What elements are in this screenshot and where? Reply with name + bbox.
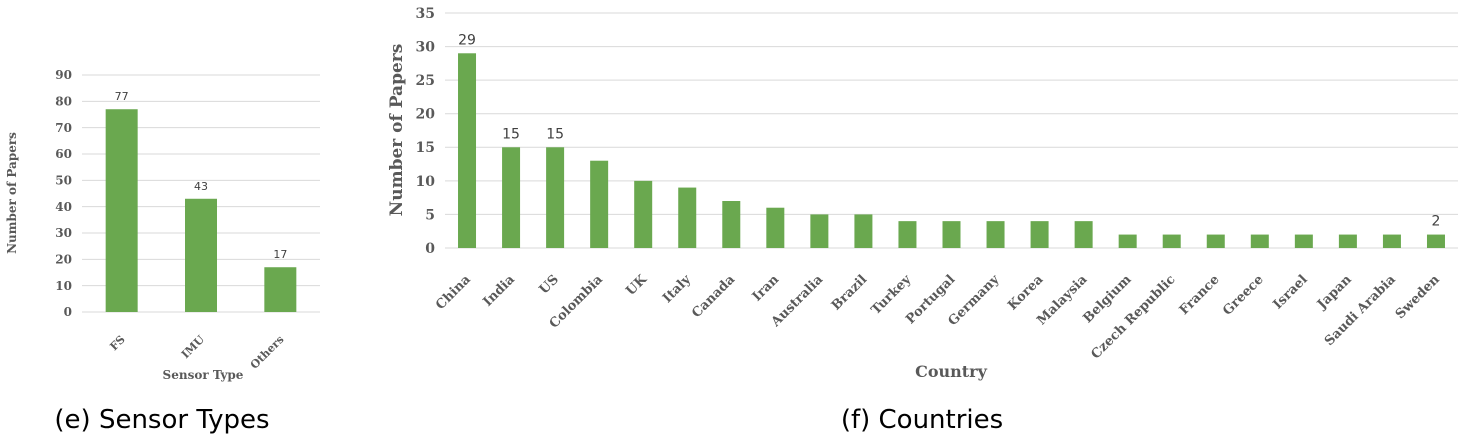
sensor-bar-fs <box>105 109 138 312</box>
country-x-tick-label-us: US <box>537 272 562 297</box>
country-bar-uk <box>634 180 653 248</box>
country-bar-germany <box>986 221 1005 248</box>
country-x-tick-label-china: China <box>433 272 474 313</box>
sensor-y-tick-label: 80 <box>55 95 72 109</box>
sensor-y-tick-label: 50 <box>55 174 72 188</box>
sensor-y-tick-label: 10 <box>55 279 72 293</box>
country-bar-us <box>546 147 565 248</box>
country-y-tick-label: 20 <box>416 107 436 123</box>
country-x-tick-label-sweden: Sweden <box>1393 272 1443 322</box>
country-caption: (f) Countries <box>841 405 1003 435</box>
country-x-tick-label-india: India <box>480 272 518 310</box>
country-bar-belgium <box>1118 234 1137 248</box>
country-y-tick-label: 25 <box>416 73 435 89</box>
sensor-x-tick-label-imu: IMU <box>179 333 208 362</box>
sensor-caption: (e) Sensor Types <box>54 405 269 435</box>
country-bar-malaysia <box>1074 221 1093 248</box>
country-y-tick-label: 0 <box>425 241 435 257</box>
country-x-axis-title: Country <box>915 362 987 381</box>
country-x-tick-label-greece: Greece <box>1220 272 1266 318</box>
country-x-tick-label-italy: Italy <box>660 272 694 306</box>
sensor-y-tick-label: 70 <box>55 121 72 135</box>
country-x-tick-label-japan: Japan <box>1314 272 1355 313</box>
country-x-tick-label-canada: Canada <box>689 272 738 321</box>
country-bar-italy <box>678 187 697 248</box>
country-bar-iran <box>766 207 785 248</box>
country-data-label-sweden: 2 <box>1432 214 1441 230</box>
country-bar-india <box>502 147 521 248</box>
country-bar-portugal <box>942 221 961 248</box>
sensor-bar-others <box>264 267 297 312</box>
country-data-label-china: 29 <box>458 32 476 48</box>
country-bar-canada <box>722 201 741 248</box>
country-y-tick-label: 35 <box>416 6 435 22</box>
country-bar-greece <box>1250 234 1269 248</box>
country-bar-china <box>458 53 477 249</box>
sensor-y-tick-label: 60 <box>55 147 72 161</box>
country-y-tick-label: 30 <box>416 39 436 55</box>
sensor-data-label-fs: 77 <box>115 90 129 103</box>
country-x-tick-label-korea: Korea <box>1005 272 1047 314</box>
country-y-axis-title: Number of Papers <box>387 44 407 217</box>
sensor-data-label-imu: 43 <box>194 180 208 193</box>
country-x-tick-label-czech-republic: Czech Republic <box>1088 272 1178 362</box>
sensor-y-tick-label: 30 <box>55 226 72 240</box>
country-bar-turkey <box>898 221 917 248</box>
sensor-data-label-others: 17 <box>273 248 287 261</box>
country-bar-japan <box>1338 234 1357 248</box>
country-y-tick-label: 10 <box>416 174 436 190</box>
country-x-tick-label-uk: UK <box>623 272 650 299</box>
country-bar-france <box>1206 234 1225 248</box>
country-data-label-india: 15 <box>502 126 520 142</box>
country-x-tick-label-france: France <box>1177 272 1223 318</box>
sensor-y-tick-label: 0 <box>64 305 72 319</box>
country-x-tick-label-israel: Israel <box>1270 272 1310 312</box>
sensor-y-tick-label: 90 <box>55 68 72 82</box>
country-chart: 0510152025303529China15India15USColombia… <box>387 6 1458 435</box>
country-bar-colombia <box>590 160 609 248</box>
country-bar-saudi-arabia <box>1382 234 1401 248</box>
sensor-x-tick-label-others: Others <box>248 333 287 372</box>
country-bar-czech-republic <box>1162 234 1181 248</box>
country-x-tick-label-brazil: Brazil <box>829 272 870 313</box>
country-bar-sweden <box>1426 234 1445 248</box>
sensor-x-axis-title: Sensor Type <box>163 368 244 382</box>
country-x-tick-label-iran: Iran <box>750 272 783 305</box>
sensor-y-tick-label: 20 <box>55 253 72 267</box>
country-y-tick-label: 15 <box>416 140 435 156</box>
sensor-y-axis-title: Number of Papers <box>5 132 19 254</box>
country-data-label-us: 15 <box>546 126 564 142</box>
sensor-chart: 0 10 20 30 40 50 60 70 80 90 77 FS 43 IMU 17 Others Numb… <box>5 68 320 435</box>
sensor-x-tick-label-fs: FS <box>107 333 127 353</box>
country-bar-australia <box>810 214 829 248</box>
country-bar-brazil <box>854 214 873 248</box>
country-bar-korea <box>1030 221 1049 248</box>
sensor-bar-imu <box>185 198 217 312</box>
sensor-y-tick-label: 40 <box>55 200 72 214</box>
country-y-tick-label: 5 <box>425 207 435 223</box>
country-bar-israel <box>1294 234 1313 248</box>
